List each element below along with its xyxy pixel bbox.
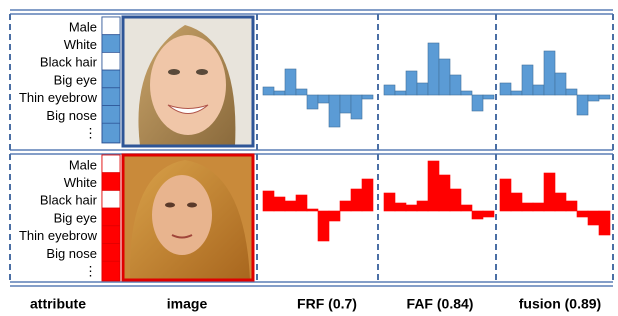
attribute-label: Thin eyebrow: [19, 90, 98, 105]
attribute-label: Male: [69, 157, 97, 172]
bar: [395, 203, 406, 211]
bar: [483, 95, 494, 99]
bar: [351, 189, 362, 211]
attribute-cell: [102, 52, 120, 70]
bar: [500, 83, 511, 95]
column-label: FRF (0.7): [297, 296, 357, 312]
bar: [274, 197, 285, 211]
column-label: attribute: [30, 296, 86, 312]
bar: [588, 211, 599, 225]
bar: [522, 203, 533, 211]
bar: [307, 95, 318, 109]
bar: [472, 211, 483, 219]
bar: [318, 211, 329, 241]
bar: [340, 95, 351, 113]
bar: [406, 71, 417, 95]
bar: [566, 201, 577, 211]
bar: [544, 51, 555, 95]
bar: [450, 75, 461, 95]
bar: [285, 201, 296, 211]
table-frame: [10, 10, 613, 286]
bar: [461, 205, 472, 211]
attribute-label: Big nose: [46, 246, 97, 261]
attribute-cell: [102, 155, 120, 173]
bar: [511, 91, 522, 95]
attribute-label: Big eye: [54, 210, 97, 225]
bar: [522, 65, 533, 95]
bar: [263, 191, 274, 211]
attribute-label: Thin eyebrow: [19, 228, 98, 243]
bar: [599, 211, 610, 235]
bar: [263, 87, 274, 95]
bar: [577, 211, 588, 217]
bar: [362, 95, 373, 99]
bar: [417, 201, 428, 211]
bar: [439, 175, 450, 211]
bar: [439, 59, 450, 95]
bar: [395, 91, 406, 95]
bar: [384, 85, 395, 95]
column-label: FAF (0.84): [407, 296, 474, 312]
bar: [566, 89, 577, 95]
attribute-cell: [102, 35, 120, 53]
bar: [483, 211, 494, 217]
bar: [533, 85, 544, 95]
bar: [329, 211, 340, 221]
face-image: [123, 17, 253, 146]
bar: [362, 179, 373, 211]
bar: [296, 195, 307, 211]
attribute-cell: [102, 88, 120, 106]
bar: [544, 173, 555, 211]
bar: [599, 95, 610, 99]
attribute-label: White: [64, 175, 97, 190]
bar: [406, 205, 417, 211]
attribute-label: Big eye: [54, 72, 97, 87]
bar: [351, 95, 362, 119]
attribute-cell: [102, 208, 120, 226]
bar: [500, 179, 511, 211]
bar: [461, 91, 472, 95]
column-label: image: [167, 296, 208, 312]
column-label: fusion (0.89): [519, 296, 601, 312]
attribute-label: Big nose: [46, 108, 97, 123]
attribute-label: Black hair: [40, 193, 98, 208]
figure: attribute image FRF (0.7) FAF (0.84) fusion …: [0, 0, 618, 316]
bar: [533, 203, 544, 211]
bar: [274, 91, 285, 95]
attribute-cell: [102, 226, 120, 244]
bar: [555, 73, 566, 95]
bar: [318, 95, 329, 103]
bar: [577, 95, 588, 115]
bar: [450, 189, 461, 211]
attribute-label: Black hair: [40, 55, 98, 70]
attribute-cell: [102, 173, 120, 191]
bar: [428, 43, 439, 95]
attribute-cell: [102, 17, 120, 35]
attribute-cell: [102, 244, 120, 262]
attribute-cell: [102, 106, 120, 124]
face-image: [123, 155, 253, 280]
attribute-label: Male: [69, 19, 97, 34]
attribute-cell: [102, 70, 120, 88]
bar: [296, 89, 307, 95]
bar: [555, 193, 566, 211]
bar: [511, 193, 522, 211]
bar: [307, 209, 318, 211]
attribute-label: White: [64, 37, 97, 52]
bar: [329, 95, 340, 127]
bar: [417, 83, 428, 95]
bar: [428, 161, 439, 211]
bar: [384, 193, 395, 211]
bar: [472, 95, 483, 111]
more-attributes: ⋮: [84, 263, 97, 278]
bar: [340, 201, 351, 211]
bar: [588, 95, 599, 101]
more-attributes: ⋮: [84, 125, 97, 140]
bar: [285, 69, 296, 95]
attribute-cell: [102, 190, 120, 208]
